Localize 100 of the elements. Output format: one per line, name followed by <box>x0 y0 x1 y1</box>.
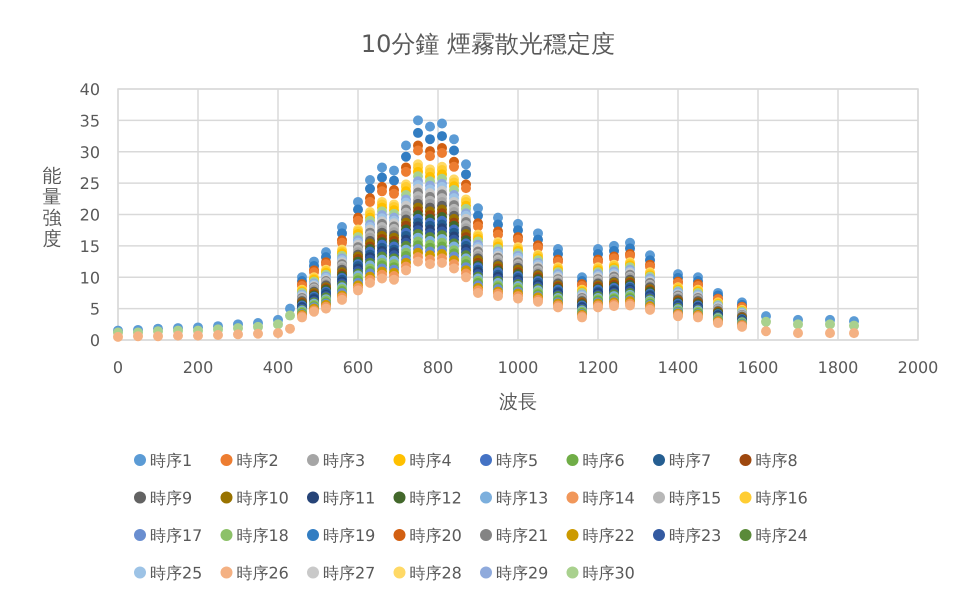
point <box>461 169 471 180</box>
point <box>449 162 459 172</box>
legend-label: 時序19 <box>323 526 376 545</box>
point <box>437 131 447 142</box>
legend-label: 時序25 <box>150 564 202 582</box>
legend-label: 時序8 <box>756 451 798 470</box>
legend-label: 時序21 <box>496 526 548 545</box>
point <box>437 258 447 268</box>
y-tick-label: 15 <box>80 236 100 256</box>
point <box>413 145 423 156</box>
legend-label: 時序27 <box>323 564 376 582</box>
legend-label: 時序9 <box>150 488 192 508</box>
point <box>337 294 347 305</box>
point <box>365 184 375 194</box>
legend-label: 時序16 <box>756 488 808 508</box>
point <box>377 172 387 182</box>
point <box>389 274 399 285</box>
point <box>365 174 375 185</box>
legend-label: 時序2 <box>236 451 279 470</box>
point <box>389 188 399 199</box>
point <box>793 328 803 338</box>
point <box>473 221 483 232</box>
legend-label: 時序10 <box>236 488 289 508</box>
point <box>437 118 447 129</box>
x-tick-label: 1400 <box>658 358 698 377</box>
legend-label: 時序1 <box>150 451 192 470</box>
point <box>825 319 835 330</box>
y-tick-label: 0 <box>90 331 100 350</box>
point <box>793 319 803 330</box>
x-tick-label: 600 <box>342 358 374 377</box>
x-tick-label: 800 <box>422 358 454 377</box>
point <box>377 274 387 284</box>
point <box>761 316 771 327</box>
point <box>377 162 387 172</box>
point <box>425 259 435 270</box>
legend-label: 時序18 <box>236 526 289 545</box>
legend-label: 時序7 <box>669 451 712 470</box>
point <box>113 332 123 342</box>
point <box>513 294 523 304</box>
point <box>153 331 163 342</box>
x-tick-label: 2000 <box>898 358 938 377</box>
x-tick-label: 1800 <box>818 358 858 377</box>
point <box>253 328 263 339</box>
point <box>233 329 243 340</box>
point <box>413 128 423 138</box>
legend-label: 時序3 <box>323 451 366 470</box>
legend-label: 時序20 <box>410 526 462 545</box>
point <box>425 134 435 144</box>
point <box>413 256 423 267</box>
point <box>365 278 375 288</box>
legend-label: 時序23 <box>669 526 722 545</box>
point <box>449 145 459 156</box>
legend-label: 時序15 <box>669 488 722 508</box>
x-tick-label: 0 <box>112 358 124 377</box>
point <box>849 328 859 338</box>
x-tick-label: 1000 <box>498 358 538 377</box>
point <box>353 285 363 296</box>
point <box>353 216 363 226</box>
y-tick-label: 5 <box>90 300 100 319</box>
y-axis-title: 能量強度 <box>42 165 62 250</box>
legend-label: 時序29 <box>496 564 548 582</box>
y-tick-label: 35 <box>80 111 100 130</box>
point <box>377 186 387 196</box>
point <box>461 159 471 170</box>
point <box>425 122 435 132</box>
point <box>493 291 503 302</box>
point <box>401 166 411 177</box>
point <box>401 265 411 276</box>
y-tick-label: 30 <box>80 142 100 162</box>
point <box>761 326 771 336</box>
point <box>425 151 435 162</box>
point <box>437 148 447 158</box>
point <box>285 324 295 334</box>
x-tick-label: 1600 <box>738 358 778 377</box>
point <box>389 176 399 186</box>
point <box>473 288 483 298</box>
point <box>461 183 471 194</box>
legend-label: 時序13 <box>496 488 548 508</box>
point <box>365 196 375 207</box>
x-tick-label: 200 <box>182 358 214 377</box>
legend-label: 時序12 <box>410 488 462 508</box>
legend-label: 時序14 <box>582 488 635 508</box>
legend-label: 時序26 <box>236 564 289 582</box>
y-tick-label: 20 <box>80 206 100 224</box>
chart-title: 10分鐘 煙霧散光穩定度 <box>360 30 616 58</box>
point <box>273 328 283 338</box>
legend-label: 時序24 <box>756 526 808 545</box>
point <box>825 328 835 338</box>
point <box>449 263 459 274</box>
legend-label: 時序4 <box>410 451 452 470</box>
point <box>401 152 411 162</box>
point <box>133 331 143 342</box>
y-tick-label: 25 <box>80 174 100 194</box>
point <box>413 115 423 126</box>
point <box>449 134 459 144</box>
legend-label: 時序17 <box>150 526 202 545</box>
legend-label: 時序28 <box>410 564 462 582</box>
point <box>389 166 399 176</box>
point <box>213 330 223 340</box>
legend-label: 時序22 <box>582 526 635 545</box>
